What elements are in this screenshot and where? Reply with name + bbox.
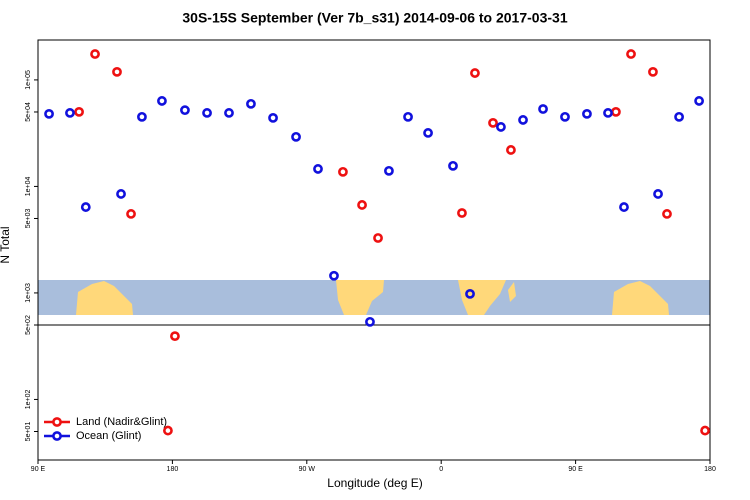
x-tick-label: 0 [439, 466, 443, 473]
point [384, 165, 394, 176]
map-strip [38, 280, 710, 315]
point [488, 117, 498, 128]
legend-marker [52, 431, 62, 441]
point [470, 68, 480, 78]
point [560, 111, 570, 122]
point [163, 425, 173, 436]
point [365, 316, 375, 327]
point [662, 209, 672, 219]
point [538, 104, 548, 114]
chart-title: 30S-15S September (Ver 7b_s31) 2014-09-0… [182, 10, 567, 26]
point [423, 128, 433, 138]
y-tick-label: 1e+05 [25, 70, 32, 90]
point [582, 108, 592, 119]
plot-frame [37, 39, 711, 461]
point [80, 202, 91, 212]
point [603, 108, 613, 118]
point [626, 49, 636, 59]
x-tick-label: 180 [167, 466, 179, 473]
legend-marker [52, 417, 62, 427]
point [357, 200, 367, 210]
point [674, 111, 684, 122]
point [457, 208, 467, 218]
point [74, 106, 84, 117]
y-axis-label: N Total [0, 226, 12, 263]
point [648, 66, 658, 77]
point [291, 131, 301, 142]
point [403, 111, 413, 122]
point [44, 108, 54, 119]
point [126, 209, 136, 219]
y-tick-label: 5e+02 [25, 315, 32, 335]
point [116, 189, 126, 199]
x-axis-label: Longitude (deg E) [327, 476, 422, 490]
point [694, 96, 704, 106]
point [518, 115, 528, 125]
point [268, 112, 278, 123]
x-tick-label: 90 E [568, 466, 583, 473]
legend-label: Ocean (Glint) [76, 430, 141, 442]
point [65, 108, 75, 118]
point [338, 166, 348, 177]
point [465, 288, 475, 299]
point [170, 331, 180, 342]
point [246, 98, 256, 109]
point [90, 49, 100, 59]
y-tick-label: 5e+04 [25, 102, 32, 122]
point [448, 160, 458, 171]
point [224, 108, 234, 118]
point [313, 164, 323, 174]
point [506, 145, 516, 155]
point [157, 96, 167, 106]
point [137, 111, 147, 122]
y-tick-label: 5e+03 [25, 209, 32, 229]
point [202, 108, 212, 118]
x-tick-label: 90 W [299, 466, 316, 473]
point [373, 233, 383, 243]
y-tick-label: 5e+01 [25, 422, 32, 442]
point [619, 202, 629, 212]
point [611, 106, 621, 117]
point [112, 66, 122, 77]
y-tick-label: 1e+04 [25, 176, 32, 196]
y-tick-label: 1e+02 [25, 390, 32, 410]
point [496, 122, 506, 132]
x-tick-label: 180 [704, 466, 716, 473]
point [700, 425, 710, 436]
legend-label: Land (Nadir&Glint) [76, 416, 167, 428]
x-tick-label: 90 E [31, 466, 46, 473]
point [180, 105, 190, 116]
point [329, 270, 339, 281]
point [653, 189, 663, 199]
y-tick-label: 1e+03 [25, 283, 32, 303]
